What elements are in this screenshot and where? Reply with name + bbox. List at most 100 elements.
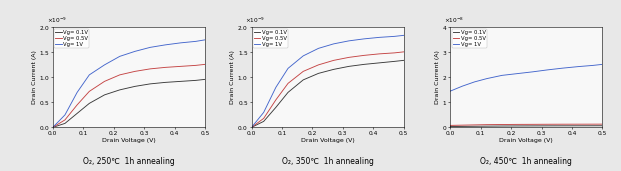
Vg= 1V <box>574 66 582 68</box>
Vg= 1V <box>446 90 454 92</box>
Vg= 0.1V <box>116 89 124 91</box>
Vg= 0.1V <box>559 125 566 127</box>
Vg= 1V <box>459 85 466 87</box>
Vg= 0.1V <box>544 125 551 127</box>
Vg= 0.1V <box>284 91 292 93</box>
Vg= 0.5V <box>49 126 57 128</box>
Vg= 0.1V <box>73 112 81 114</box>
Text: O₂, 350℃  1h annealing: O₂, 350℃ 1h annealing <box>282 157 373 166</box>
Vg= 0.5V <box>147 68 154 70</box>
Vg= 1V <box>248 126 255 128</box>
Y-axis label: Drain Current (A): Drain Current (A) <box>230 50 235 104</box>
Vg= 0.1V <box>177 80 184 82</box>
Vg= 0.5V <box>559 123 566 125</box>
Vg= 1V <box>528 71 536 73</box>
Vg= 1V <box>116 55 124 57</box>
Vg= 1V <box>471 81 478 83</box>
Vg= 1V <box>86 74 93 76</box>
Vg= 0.1V <box>86 102 93 104</box>
Vg= 1V <box>272 86 279 88</box>
Y-axis label: Drain Current (A): Drain Current (A) <box>435 50 440 104</box>
Vg= 0.1V <box>201 78 209 80</box>
Vg= 0.1V <box>192 79 199 81</box>
Vg= 0.5V <box>589 123 597 125</box>
Vg= 0.1V <box>330 68 337 70</box>
Vg= 0.5V <box>574 123 582 125</box>
Vg= 0.5V <box>260 117 268 119</box>
Vg= 0.1V <box>376 62 383 64</box>
X-axis label: Drain Voltage (V): Drain Voltage (V) <box>499 138 553 143</box>
Vg= 0.1V <box>528 125 536 127</box>
Vg= 0.1V <box>272 106 279 108</box>
Vg= 1V <box>391 35 398 37</box>
Vg= 1V <box>49 126 57 128</box>
Vg= 0.5V <box>248 126 255 128</box>
Vg= 0.1V <box>299 79 307 81</box>
Vg= 0.5V <box>498 123 505 126</box>
Vg= 0.1V <box>589 125 597 127</box>
Vg= 0.5V <box>86 90 93 92</box>
Vg= 1V <box>284 67 292 69</box>
Vg= 1V <box>101 64 108 66</box>
Line: Vg= 0.5V: Vg= 0.5V <box>450 124 602 125</box>
Vg= 0.1V <box>391 60 398 62</box>
Vg= 0.1V <box>459 125 466 127</box>
Vg= 1V <box>192 40 199 42</box>
Vg= 0.5V <box>360 54 368 56</box>
Vg= 0.1V <box>49 126 57 128</box>
Vg= 0.5V <box>459 124 466 126</box>
Vg= 0.1V <box>446 126 454 128</box>
Vg= 0.1V <box>248 126 255 128</box>
Line: Vg= 0.1V: Vg= 0.1V <box>450 126 602 127</box>
Vg= 1V <box>177 42 184 44</box>
Vg= 1V <box>559 67 566 69</box>
Text: O₂, 450℃  1h annealing: O₂, 450℃ 1h annealing <box>481 157 572 166</box>
Vg= 0.1V <box>315 72 322 74</box>
Vg= 0.1V <box>101 94 108 96</box>
Vg= 0.5V <box>330 59 337 61</box>
Vg= 0.5V <box>345 56 353 58</box>
Vg= 1V <box>514 73 521 75</box>
Line: Vg= 1V: Vg= 1V <box>53 40 205 127</box>
Vg= 0.5V <box>272 99 279 101</box>
Vg= 1V <box>161 44 169 46</box>
Vg= 1V <box>315 47 322 49</box>
Vg= 0.5V <box>471 124 478 126</box>
Vg= 1V <box>131 50 138 52</box>
Vg= 1V <box>299 55 307 57</box>
Vg= 0.5V <box>514 123 521 125</box>
Vg= 1V <box>73 91 81 93</box>
Vg= 0.5V <box>192 64 199 66</box>
Vg= 0.5V <box>599 123 606 125</box>
Vg= 0.5V <box>201 63 209 65</box>
Vg= 0.5V <box>101 80 108 82</box>
Y-axis label: Drain Current (A): Drain Current (A) <box>32 50 37 104</box>
Vg= 0.1V <box>471 125 478 127</box>
Line: Vg= 0.5V: Vg= 0.5V <box>252 52 404 127</box>
Vg= 0.1V <box>514 125 521 127</box>
Vg= 1V <box>400 34 407 36</box>
Vg= 0.1V <box>400 59 407 61</box>
Vg= 0.1V <box>147 83 154 85</box>
Vg= 1V <box>260 111 268 113</box>
Text: O₂, 250℃  1h annealing: O₂, 250℃ 1h annealing <box>83 157 175 166</box>
Vg= 1V <box>345 40 353 42</box>
Vg= 1V <box>330 43 337 45</box>
Vg= 0.5V <box>528 123 536 125</box>
Vg= 0.5V <box>315 64 322 66</box>
Vg= 0.5V <box>544 123 551 125</box>
Legend: Vg= 0.1V, Vg= 0.5V, Vg= 1V: Vg= 0.1V, Vg= 0.5V, Vg= 1V <box>451 29 487 48</box>
Vg= 0.1V <box>161 81 169 83</box>
Vg= 0.1V <box>498 125 505 127</box>
Vg= 0.5V <box>483 124 491 126</box>
Vg= 0.5V <box>376 53 383 55</box>
Line: Vg= 1V: Vg= 1V <box>252 35 404 127</box>
Vg= 0.5V <box>284 82 292 84</box>
Vg= 0.5V <box>73 104 81 106</box>
Vg= 1V <box>599 63 606 65</box>
X-axis label: Drain Voltage (V): Drain Voltage (V) <box>102 138 156 143</box>
Vg= 0.1V <box>483 125 491 127</box>
Vg= 1V <box>589 64 597 66</box>
Legend: Vg= 0.1V, Vg= 0.5V, Vg= 1V: Vg= 0.1V, Vg= 0.5V, Vg= 1V <box>253 29 288 48</box>
Legend: Vg= 0.1V, Vg= 0.5V, Vg= 1V: Vg= 0.1V, Vg= 0.5V, Vg= 1V <box>54 29 89 48</box>
